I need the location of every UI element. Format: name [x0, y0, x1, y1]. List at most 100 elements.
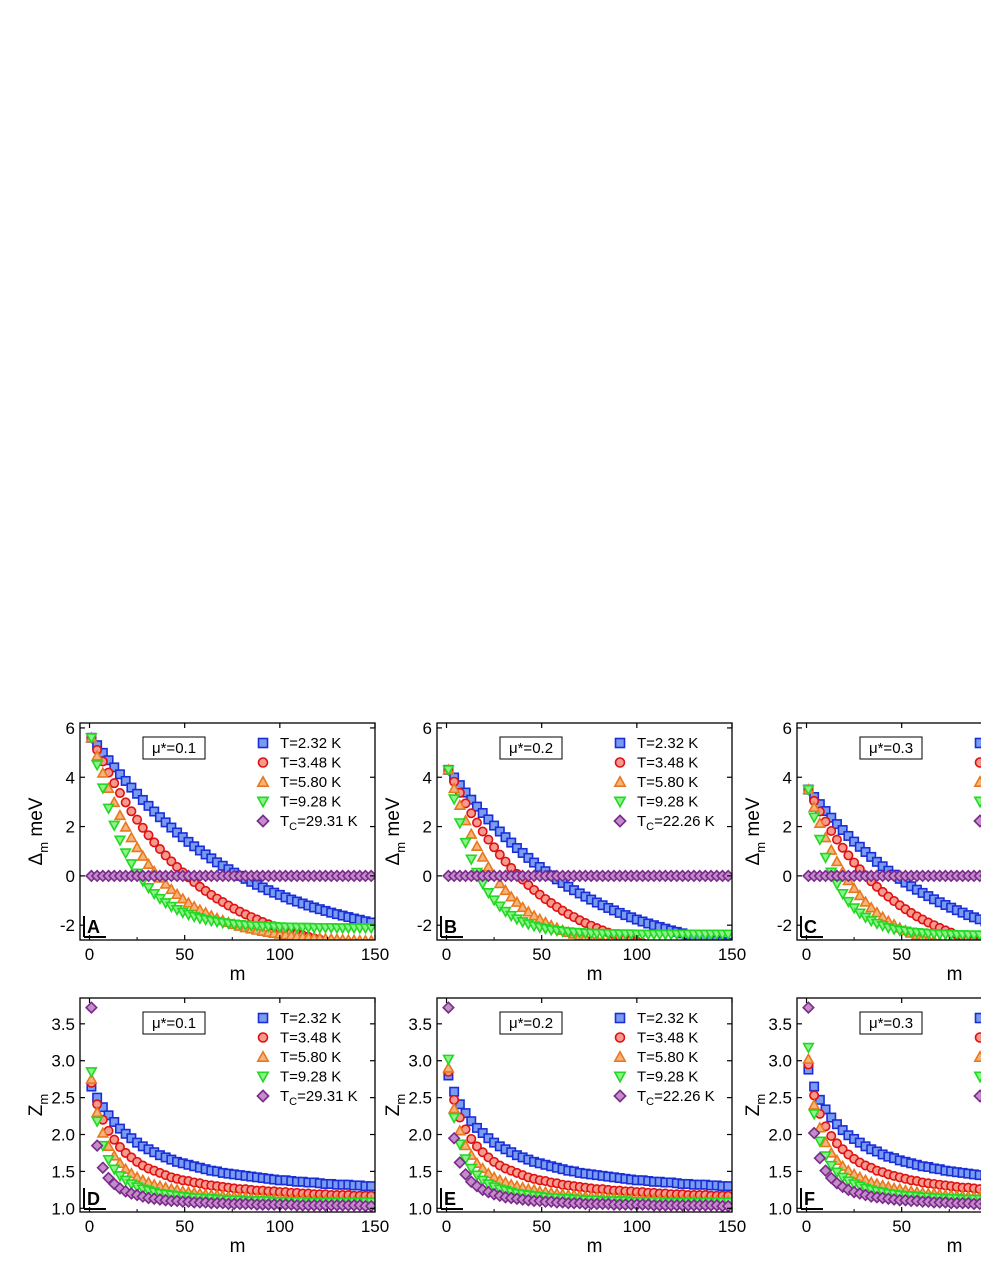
data-point-e-s1 [471, 1141, 482, 1152]
data-point-c-s1 [837, 842, 848, 853]
data-point-b-s1 [678, 947, 686, 955]
data-point-a-s2 [182, 896, 195, 908]
data-point-a-s2 [90, 749, 104, 761]
x-tick-label: 150 [718, 945, 746, 964]
data-point-a-s0 [126, 782, 137, 793]
mu-label: μ*=0.1 [152, 740, 196, 757]
data-point-b-s2 [661, 942, 671, 951]
data-point-f-s2 [819, 1136, 832, 1148]
data-markers [802, 1001, 981, 1211]
mu-label: μ*=0.2 [509, 1015, 553, 1032]
data-point-b-s1 [690, 949, 698, 957]
data-point-c-s3 [847, 903, 861, 915]
legend-marker [613, 775, 627, 787]
data-point-a-s2 [315, 931, 325, 940]
y-tick-label: 2.0 [768, 1126, 792, 1145]
data-point-c-s2 [853, 889, 866, 901]
data-point-a-s0 [149, 806, 160, 817]
data-point-a-s3 [108, 820, 121, 832]
panel-letter: B [444, 917, 457, 937]
data-point-d-s1 [109, 1134, 120, 1145]
data-point-c-s0 [843, 830, 854, 841]
data-point-e-s2 [482, 1167, 495, 1179]
legend-marker [257, 757, 269, 768]
x-axis-title: m [947, 1236, 963, 1257]
data-point-c-s2 [825, 843, 838, 855]
y-tick-label: 3.0 [768, 1052, 792, 1071]
data-point-d-s3 [85, 1067, 98, 1079]
y-tick-label: 2.5 [51, 1089, 75, 1108]
data-point-c-s2 [847, 881, 861, 894]
legend-label: T=2.32 K [637, 735, 698, 752]
data-point-a-s2 [327, 932, 336, 940]
y-tick-label: 2.0 [408, 1126, 432, 1145]
legend-label: T=3.48 K [280, 755, 341, 772]
data-point-e-s3 [453, 1139, 467, 1151]
data-point-b-s3 [459, 837, 472, 850]
data-point-c-s3 [819, 852, 832, 864]
legend-marker [613, 796, 627, 809]
mu-label: μ*=0.1 [152, 1015, 196, 1032]
data-point-b-s3 [442, 765, 455, 777]
panel-letter: C [804, 917, 817, 937]
data-point-b-s2 [706, 943, 716, 952]
data-point-a-s3 [85, 733, 98, 745]
x-tick-label: 100 [623, 945, 651, 964]
legend-marker [973, 814, 981, 828]
data-point-e-s2 [453, 1124, 467, 1136]
legend-marker [614, 1032, 626, 1043]
data-point-e-s0 [449, 1086, 460, 1097]
data-point-b-s1 [673, 946, 681, 954]
x-tick-label: 0 [85, 1217, 94, 1236]
y-tick-label: 4 [423, 768, 432, 787]
x-tick-label: 100 [623, 1217, 651, 1236]
data-point-a-s1 [120, 797, 131, 808]
legend-marker [257, 737, 269, 749]
data-point-c-s1 [843, 850, 854, 861]
data-point-a-s2 [113, 808, 127, 821]
data-point-c-s2 [949, 937, 953, 940]
data-point-a-s3 [96, 783, 110, 795]
data-point-a-s3 [90, 760, 104, 772]
data-point-b-s2 [510, 895, 524, 907]
mu-label-box [142, 1011, 206, 1035]
data-point-f-s0 [837, 1125, 848, 1136]
data-point-b-s0 [500, 832, 511, 843]
data-point-f-s1 [831, 1138, 842, 1149]
data-point-f-s3 [825, 1160, 838, 1172]
data-point-a-s1 [109, 778, 120, 789]
y-tick-label: 1.5 [408, 1162, 432, 1181]
data-point-b-s3 [722, 929, 732, 940]
x-axis-title: m [230, 1236, 246, 1257]
y-tick-label: 3.5 [768, 1015, 792, 1034]
data-point-b-s1 [477, 826, 488, 837]
data-point-c-s2 [969, 943, 979, 952]
data-point-a-s0 [143, 800, 154, 811]
data-point-b-s1 [471, 817, 482, 828]
x-tick-label: 100 [266, 1217, 294, 1236]
data-point-b-s1 [489, 842, 500, 853]
data-point-a-s2 [332, 932, 341, 940]
data-point-c-s1 [826, 826, 837, 837]
x-tick-label: 150 [718, 1217, 746, 1236]
legend-marker [613, 1050, 627, 1062]
y-tick-label: 2.0 [51, 1126, 75, 1145]
data-point-a-s2 [356, 934, 364, 940]
data-point-e-s2 [476, 1161, 489, 1174]
data-point-b-s1 [494, 849, 505, 860]
legend-label: T=5.80 K [637, 774, 698, 791]
data-point-b-s2 [695, 943, 705, 952]
x-tick-label: 0 [802, 1217, 811, 1236]
mu-label-box [142, 736, 206, 760]
y-tick-label: 1.0 [768, 1199, 792, 1218]
data-point-d-s2 [90, 1105, 104, 1118]
data-point-f-s2 [802, 1052, 815, 1064]
mu-label-box [859, 1011, 923, 1035]
data-markers [802, 783, 981, 952]
y-tick-label: 2 [783, 818, 792, 837]
data-point-a-s2 [125, 831, 138, 843]
data-point-a-s0 [137, 794, 148, 805]
y-axis-title: Zm [26, 1094, 51, 1116]
data-point-d-s3 [108, 1164, 121, 1176]
